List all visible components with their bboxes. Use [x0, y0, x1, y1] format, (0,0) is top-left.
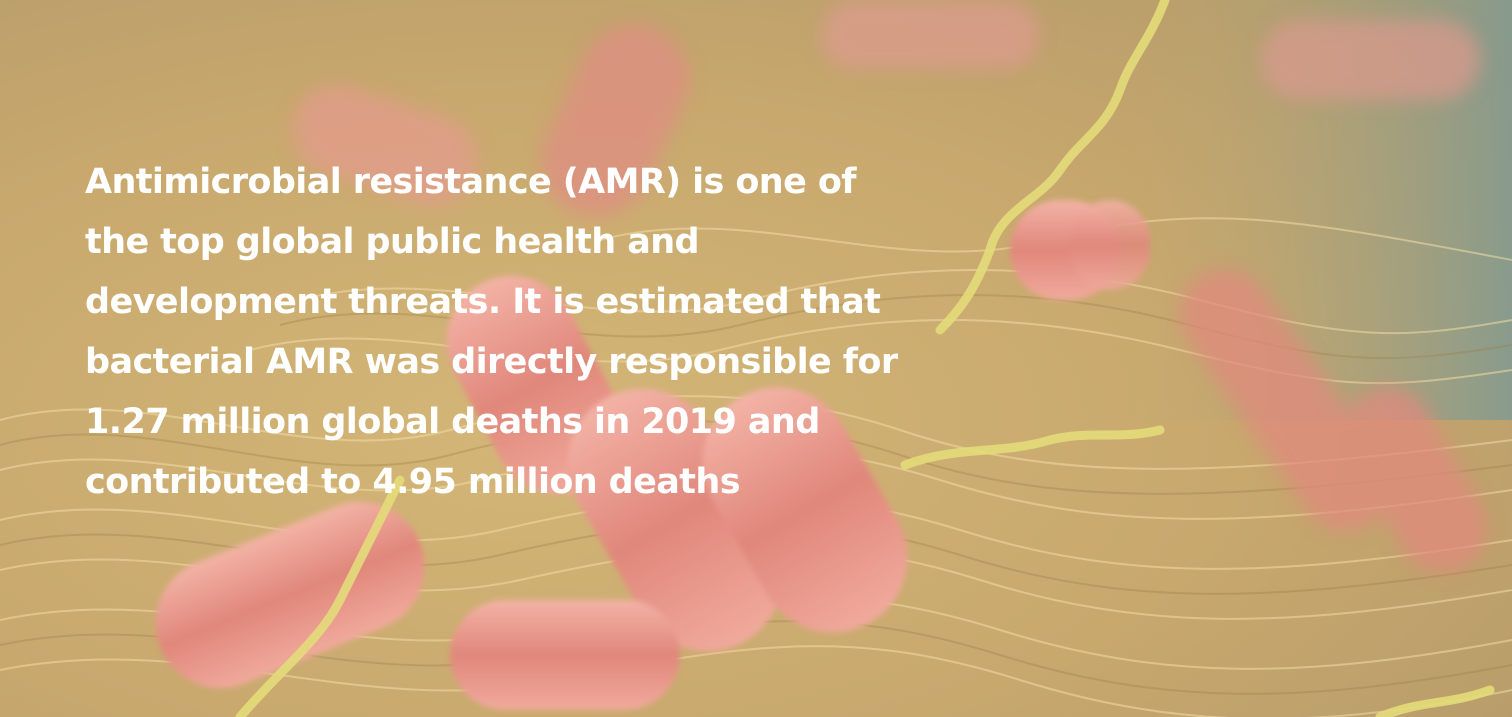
headline-line-3: development threats. It is estimated tha…	[85, 282, 881, 322]
flagella	[235, 0, 1495, 717]
bacteria-rods	[155, 200, 1150, 710]
headline-line-4: bacterial AMR was directly responsible f…	[85, 342, 898, 382]
headline-line-2: the top global public health and	[85, 222, 700, 262]
headline-line-5: 1.27 million global deaths in 2019 and	[85, 402, 820, 442]
headline-line-6: contributed to 4.95 million deaths	[85, 462, 741, 502]
headline-line-1: Antimicrobial resistance (AMR) is one of	[85, 162, 857, 202]
hero-headline: Antimicrobial resistance (AMR) is one of…	[85, 152, 985, 512]
blurred-bacteria	[292, 0, 1488, 573]
